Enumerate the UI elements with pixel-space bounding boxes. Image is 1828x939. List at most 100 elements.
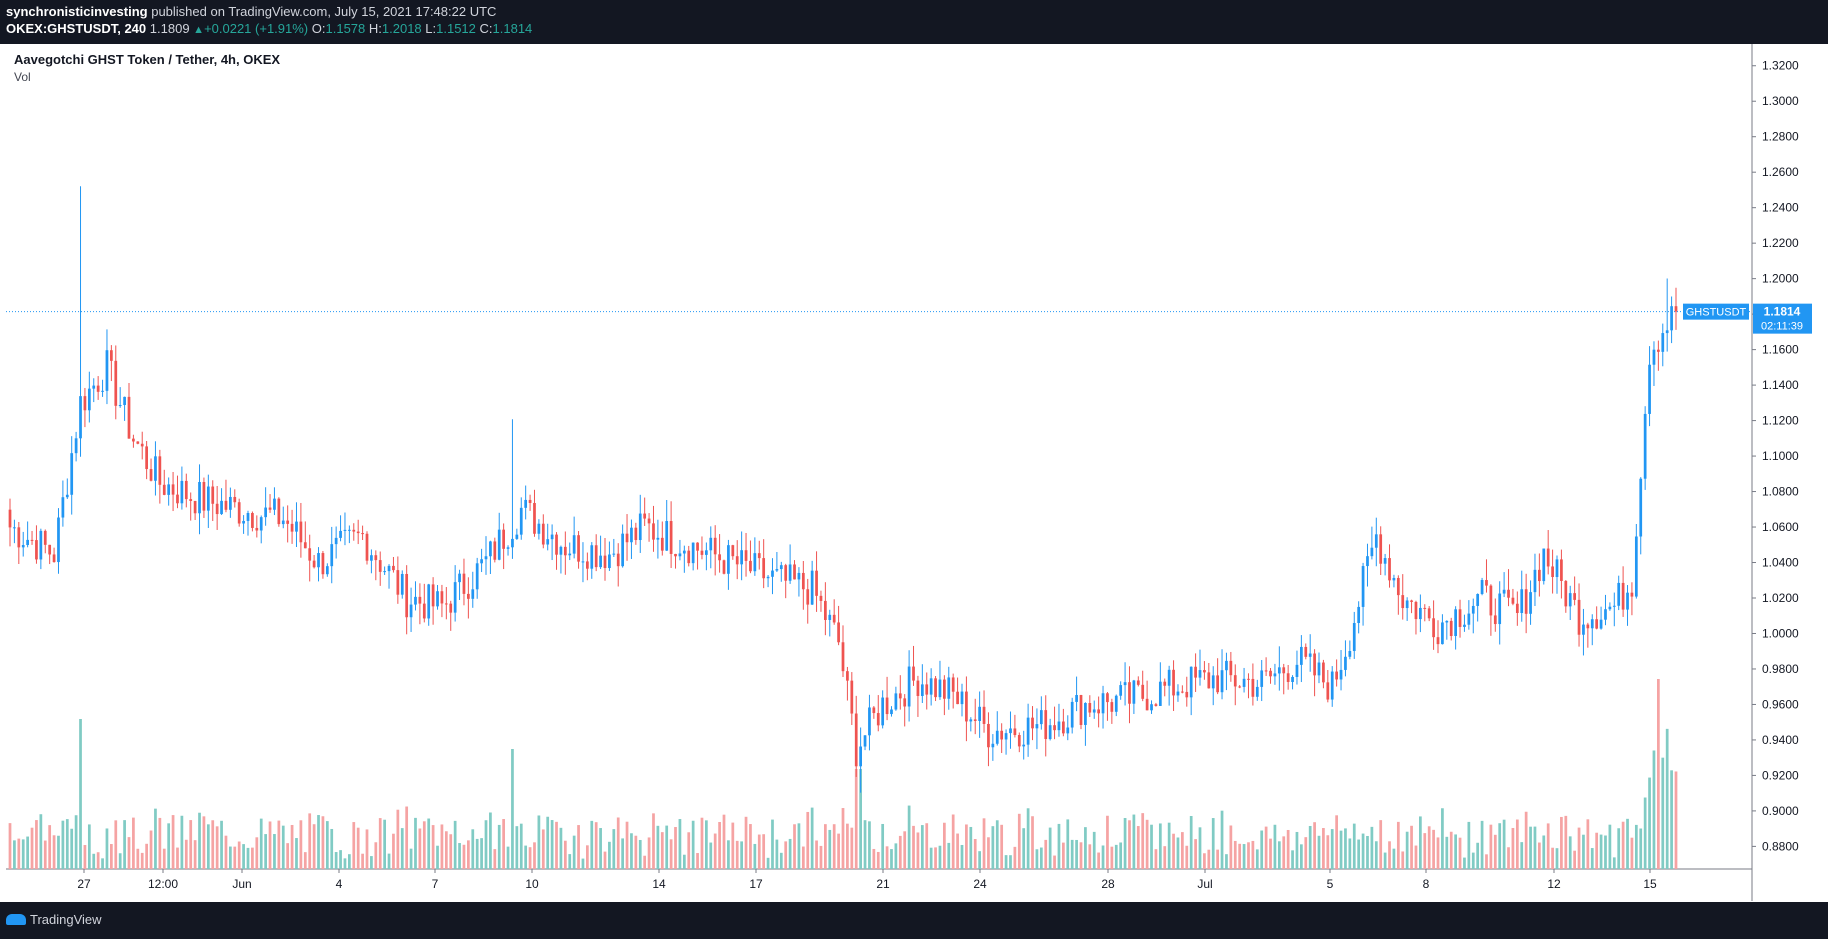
volume-bar (1612, 857, 1616, 869)
candle-body (471, 589, 475, 599)
candle-body (1158, 681, 1162, 706)
volume-bar (590, 820, 594, 869)
time-tick-label: 17 (749, 877, 763, 891)
volume-bar (1211, 818, 1215, 869)
volume-bar (74, 815, 78, 869)
candle-body (1366, 556, 1369, 567)
volume-bar (898, 835, 902, 869)
candle-body (1000, 730, 1004, 740)
publisher-name[interactable]: synchronisticinvesting (6, 4, 148, 19)
candle-body (1427, 608, 1431, 619)
candle-body (1445, 620, 1449, 623)
time-tick-label: 10 (525, 877, 539, 891)
volume-bar (1357, 839, 1361, 869)
publish-header: synchronisticinvesting published on Trad… (0, 0, 1828, 44)
volume-bar (599, 828, 602, 869)
volume-bar (1396, 821, 1400, 869)
high-label: H: (368, 21, 382, 36)
volume-bar (1101, 845, 1105, 869)
candle-body (229, 496, 232, 510)
candle-body (1079, 695, 1083, 725)
volume-bar (1370, 826, 1374, 869)
volume-bar (1546, 823, 1550, 869)
candle-body (405, 573, 409, 618)
volume-bar (656, 825, 660, 869)
volume-bar (1515, 819, 1519, 869)
volume-bar (1454, 834, 1457, 869)
volume-bar (766, 857, 770, 869)
volume-bar (35, 820, 38, 869)
volume-bar (383, 819, 386, 869)
volume-bar (731, 822, 735, 869)
candle-body (1630, 592, 1634, 597)
volume-bar (1163, 846, 1167, 869)
volume-bar (1031, 816, 1034, 869)
candle-body (493, 541, 497, 560)
price-tick-label: 1.0000 (1762, 626, 1799, 640)
candle-body (982, 706, 986, 724)
price-tick-label: 0.9800 (1762, 662, 1799, 676)
candle-body (788, 564, 792, 581)
volume-bar (740, 841, 743, 869)
candle-body (1233, 675, 1237, 687)
candle-body (656, 537, 660, 540)
volume-bar (1388, 841, 1391, 869)
candle-body (378, 560, 382, 572)
volume-bar (1291, 850, 1294, 869)
volume-bar (1511, 827, 1515, 869)
candle-body (17, 527, 21, 548)
candle-body (176, 494, 179, 504)
volume-bar (1106, 815, 1109, 869)
candle-body (665, 521, 669, 551)
candle-body (1172, 669, 1175, 696)
candle-body (894, 693, 898, 710)
volume-bar (1158, 823, 1162, 869)
volume-bar (449, 834, 453, 869)
volume-bar (1194, 839, 1197, 869)
volume-bar (1648, 777, 1651, 869)
volume-bar (1458, 837, 1462, 869)
volume-bar (1070, 839, 1074, 869)
candle-body (87, 388, 91, 411)
candle-body (586, 561, 589, 569)
volume-bar (1172, 833, 1175, 869)
volume-bar (96, 852, 100, 869)
volume-bar (1568, 836, 1572, 869)
price-chart[interactable]: 1.3200 1.3000 1.2800 1.2600 1.2400 1.2200 1.20… (0, 44, 1828, 902)
volume-bar (193, 840, 197, 869)
volume-bar (1542, 835, 1546, 869)
candle-body (1661, 333, 1665, 352)
candle-body (83, 396, 87, 411)
candle-body (854, 713, 858, 767)
volume-bars (8, 679, 1678, 869)
candle-body (1586, 624, 1590, 629)
volume-legend: Vol (14, 70, 31, 84)
time-tick-label: 8 (1423, 877, 1430, 891)
candle-body (550, 534, 554, 540)
candle-body (753, 553, 757, 572)
candle-body (660, 537, 664, 551)
symbol-tag-box (1683, 303, 1749, 320)
volume-bar (647, 837, 651, 869)
volume-bar (841, 808, 845, 869)
volume-bar (480, 838, 483, 869)
volume-bar (550, 820, 554, 869)
volume-bar (1652, 750, 1656, 869)
candle-body (1599, 619, 1603, 629)
volume-bar (378, 818, 382, 869)
candle-body (220, 500, 223, 515)
volume-bar (788, 838, 792, 869)
volume-bar (890, 849, 893, 869)
volume-bar (722, 814, 726, 869)
tradingview-brand[interactable]: TradingView (6, 912, 102, 927)
volume-bar (876, 851, 880, 869)
candle-body (1657, 349, 1660, 352)
candle-body (1335, 671, 1338, 680)
candle-body (1538, 569, 1541, 582)
volume-bar (171, 815, 175, 869)
volume-bar (806, 811, 810, 869)
candle-body (555, 534, 558, 555)
volume-bar (87, 824, 91, 869)
candle-body (863, 735, 867, 747)
volume-bar (8, 823, 12, 869)
